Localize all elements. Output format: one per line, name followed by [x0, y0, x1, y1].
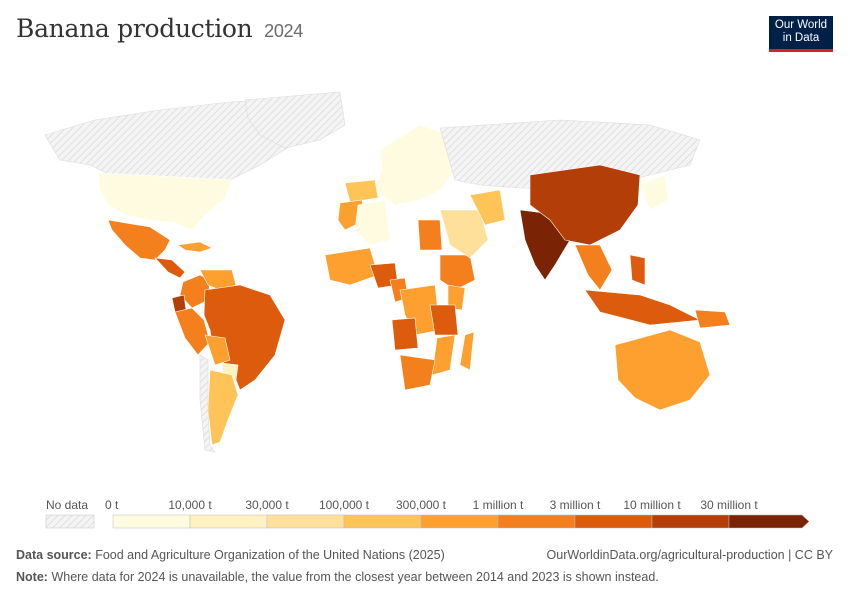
chart-title: Banana production 2024: [16, 14, 303, 43]
region-caribbean[interactable]: [177, 241, 213, 253]
region-europe[interactable]: [374, 124, 456, 206]
region-southeast-asia[interactable]: [574, 244, 613, 291]
legend-bin-8[interactable]: [728, 514, 810, 529]
region-egypt[interactable]: [417, 219, 443, 251]
legend: No data 0 t 10,000 t 30,000 t 100,000 t 300,…: [45, 498, 810, 529]
region-iran[interactable]: [469, 189, 506, 226]
legend-bin-3[interactable]: [343, 514, 422, 529]
region-central-america[interactable]: [154, 257, 186, 279]
legend-bin-7[interactable]: [651, 514, 730, 529]
world-map: [44, 91, 731, 453]
legend-tick-label: 30,000 t: [245, 498, 289, 512]
region-japan[interactable]: [639, 174, 669, 211]
legend-bin-6[interactable]: [574, 514, 653, 529]
note-line: Note: Where data for 2024 is unavailable…: [16, 570, 659, 584]
legend-no-data-swatch[interactable]: [45, 514, 95, 529]
logo-line-1: Our World: [774, 19, 828, 31]
legend-bin-4[interactable]: [420, 514, 499, 529]
region-chile[interactable]: [199, 354, 216, 453]
region-angola[interactable]: [391, 317, 419, 351]
region-united-states[interactable]: [97, 172, 233, 231]
region-tanzania[interactable]: [429, 304, 459, 336]
legend-bin-5[interactable]: [497, 514, 576, 529]
source-label: Data source:: [16, 548, 92, 562]
region-kenya[interactable]: [447, 284, 466, 311]
legend-bin-0[interactable]: [112, 514, 191, 529]
region-madagascar[interactable]: [459, 331, 475, 371]
region-algeria[interactable]: [354, 199, 391, 246]
region-philippines[interactable]: [629, 254, 646, 286]
url-line[interactable]: OurWorldinData.org/agricultural-producti…: [546, 548, 833, 562]
region-west-africa[interactable]: [324, 247, 379, 286]
legend-tick-label: 0 t: [105, 498, 119, 512]
legend-no-data-label: No data: [46, 498, 88, 512]
region-indonesia[interactable]: [584, 289, 702, 326]
region-china[interactable]: [529, 164, 641, 246]
legend-bin-2[interactable]: [266, 514, 345, 529]
region-ethiopia[interactable]: [439, 254, 476, 291]
region-saudi-arabia[interactable]: [439, 209, 489, 259]
legend-bin-1[interactable]: [189, 514, 268, 529]
region-argentina[interactable]: [207, 369, 239, 446]
region-spain[interactable]: [344, 179, 379, 203]
region-bolivia[interactable]: [204, 334, 231, 366]
region-mexico[interactable]: [107, 219, 171, 261]
legend-tick-label: 1 million t: [473, 498, 524, 512]
legend-tick-label: 3 million t: [550, 498, 601, 512]
region-south-africa[interactable]: [399, 354, 436, 391]
region-brazil[interactable]: [203, 284, 286, 391]
legend-tick-label: 30 million t: [700, 498, 758, 512]
region-ecuador[interactable]: [171, 294, 187, 313]
logo-line-2: in Data: [782, 32, 820, 44]
source-line: Data source: Food and Agriculture Organi…: [16, 548, 445, 562]
note-label: Note:: [16, 570, 48, 584]
region-australia[interactable]: [614, 329, 711, 411]
legend-tick-label: 10 million t: [623, 498, 681, 512]
legend-tick-label: 300,000 t: [396, 498, 447, 512]
source-text[interactable]: Food and Agriculture Organization of the…: [95, 548, 445, 562]
note-text: Where data for 2024 is unavailable, the …: [51, 570, 659, 584]
title-text: Banana production: [16, 14, 253, 43]
legend-tick-label: 100,000 t: [319, 498, 370, 512]
owid-logo[interactable]: Our World in Data: [769, 16, 833, 52]
legend-tick-label: 10,000 t: [168, 498, 212, 512]
region-papua-new-guinea[interactable]: [694, 309, 731, 329]
region-mozambique[interactable]: [431, 334, 456, 376]
region-greenland[interactable]: [244, 91, 346, 149]
title-year: 2024: [264, 21, 303, 41]
